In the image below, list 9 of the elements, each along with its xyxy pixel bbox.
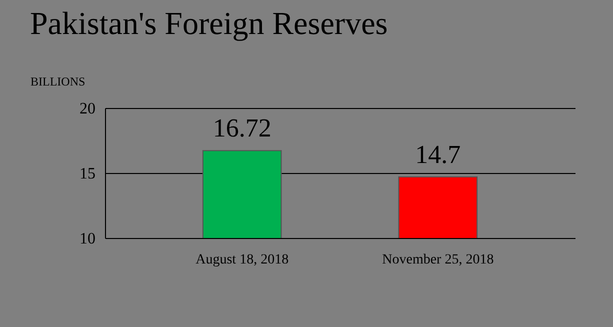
x-tick-label: November 25, 2018	[382, 252, 494, 268]
data-label: 14.7	[415, 140, 461, 169]
y-tick-label: 15	[80, 166, 96, 182]
x-tick-label: August 18, 2018	[196, 252, 289, 268]
y-tick-label: 20	[80, 100, 96, 118]
chart-title: Pakistan's Foreign Reserves	[30, 5, 388, 41]
data-label: 16.72	[212, 114, 272, 143]
y-axis-title: BILLIONS	[30, 74, 86, 88]
y-tick-label: 10	[80, 230, 96, 248]
